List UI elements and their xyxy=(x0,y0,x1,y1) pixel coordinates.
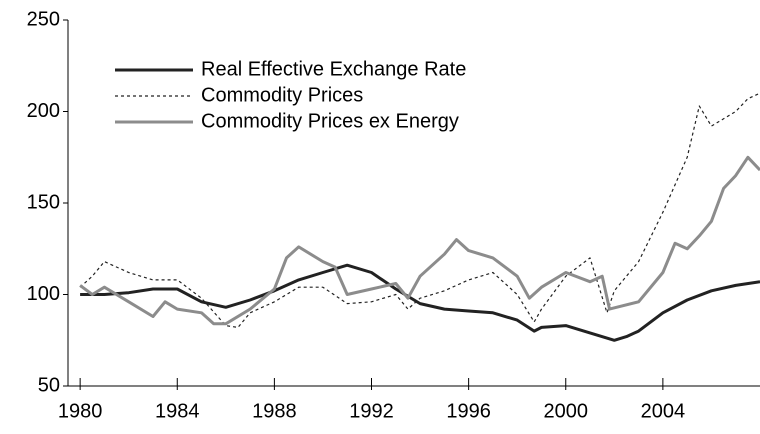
series-line xyxy=(80,263,760,342)
legend-label: Real Effective Exchange Rate xyxy=(201,58,466,80)
x-tick-label: 1984 xyxy=(155,400,200,422)
series-line xyxy=(79,155,760,326)
x-tick-label: 1996 xyxy=(446,400,491,422)
y-tick-label: 150 xyxy=(27,191,60,213)
y-tick-label: 250 xyxy=(27,8,60,30)
legend-label: Commodity Prices xyxy=(201,84,363,106)
legend-label: Commodity Prices ex Energy xyxy=(201,110,459,132)
y-tick-label: 50 xyxy=(38,374,60,396)
x-tick-label: 2004 xyxy=(641,400,686,422)
x-tick-label: 1988 xyxy=(252,400,297,422)
series-line xyxy=(79,92,760,328)
y-tick-label: 100 xyxy=(27,283,60,305)
x-tick-label: 1992 xyxy=(349,400,394,422)
y-tick-label: 200 xyxy=(27,100,60,122)
x-tick-label: 2000 xyxy=(544,400,589,422)
x-tick-label: 1980 xyxy=(58,400,103,422)
